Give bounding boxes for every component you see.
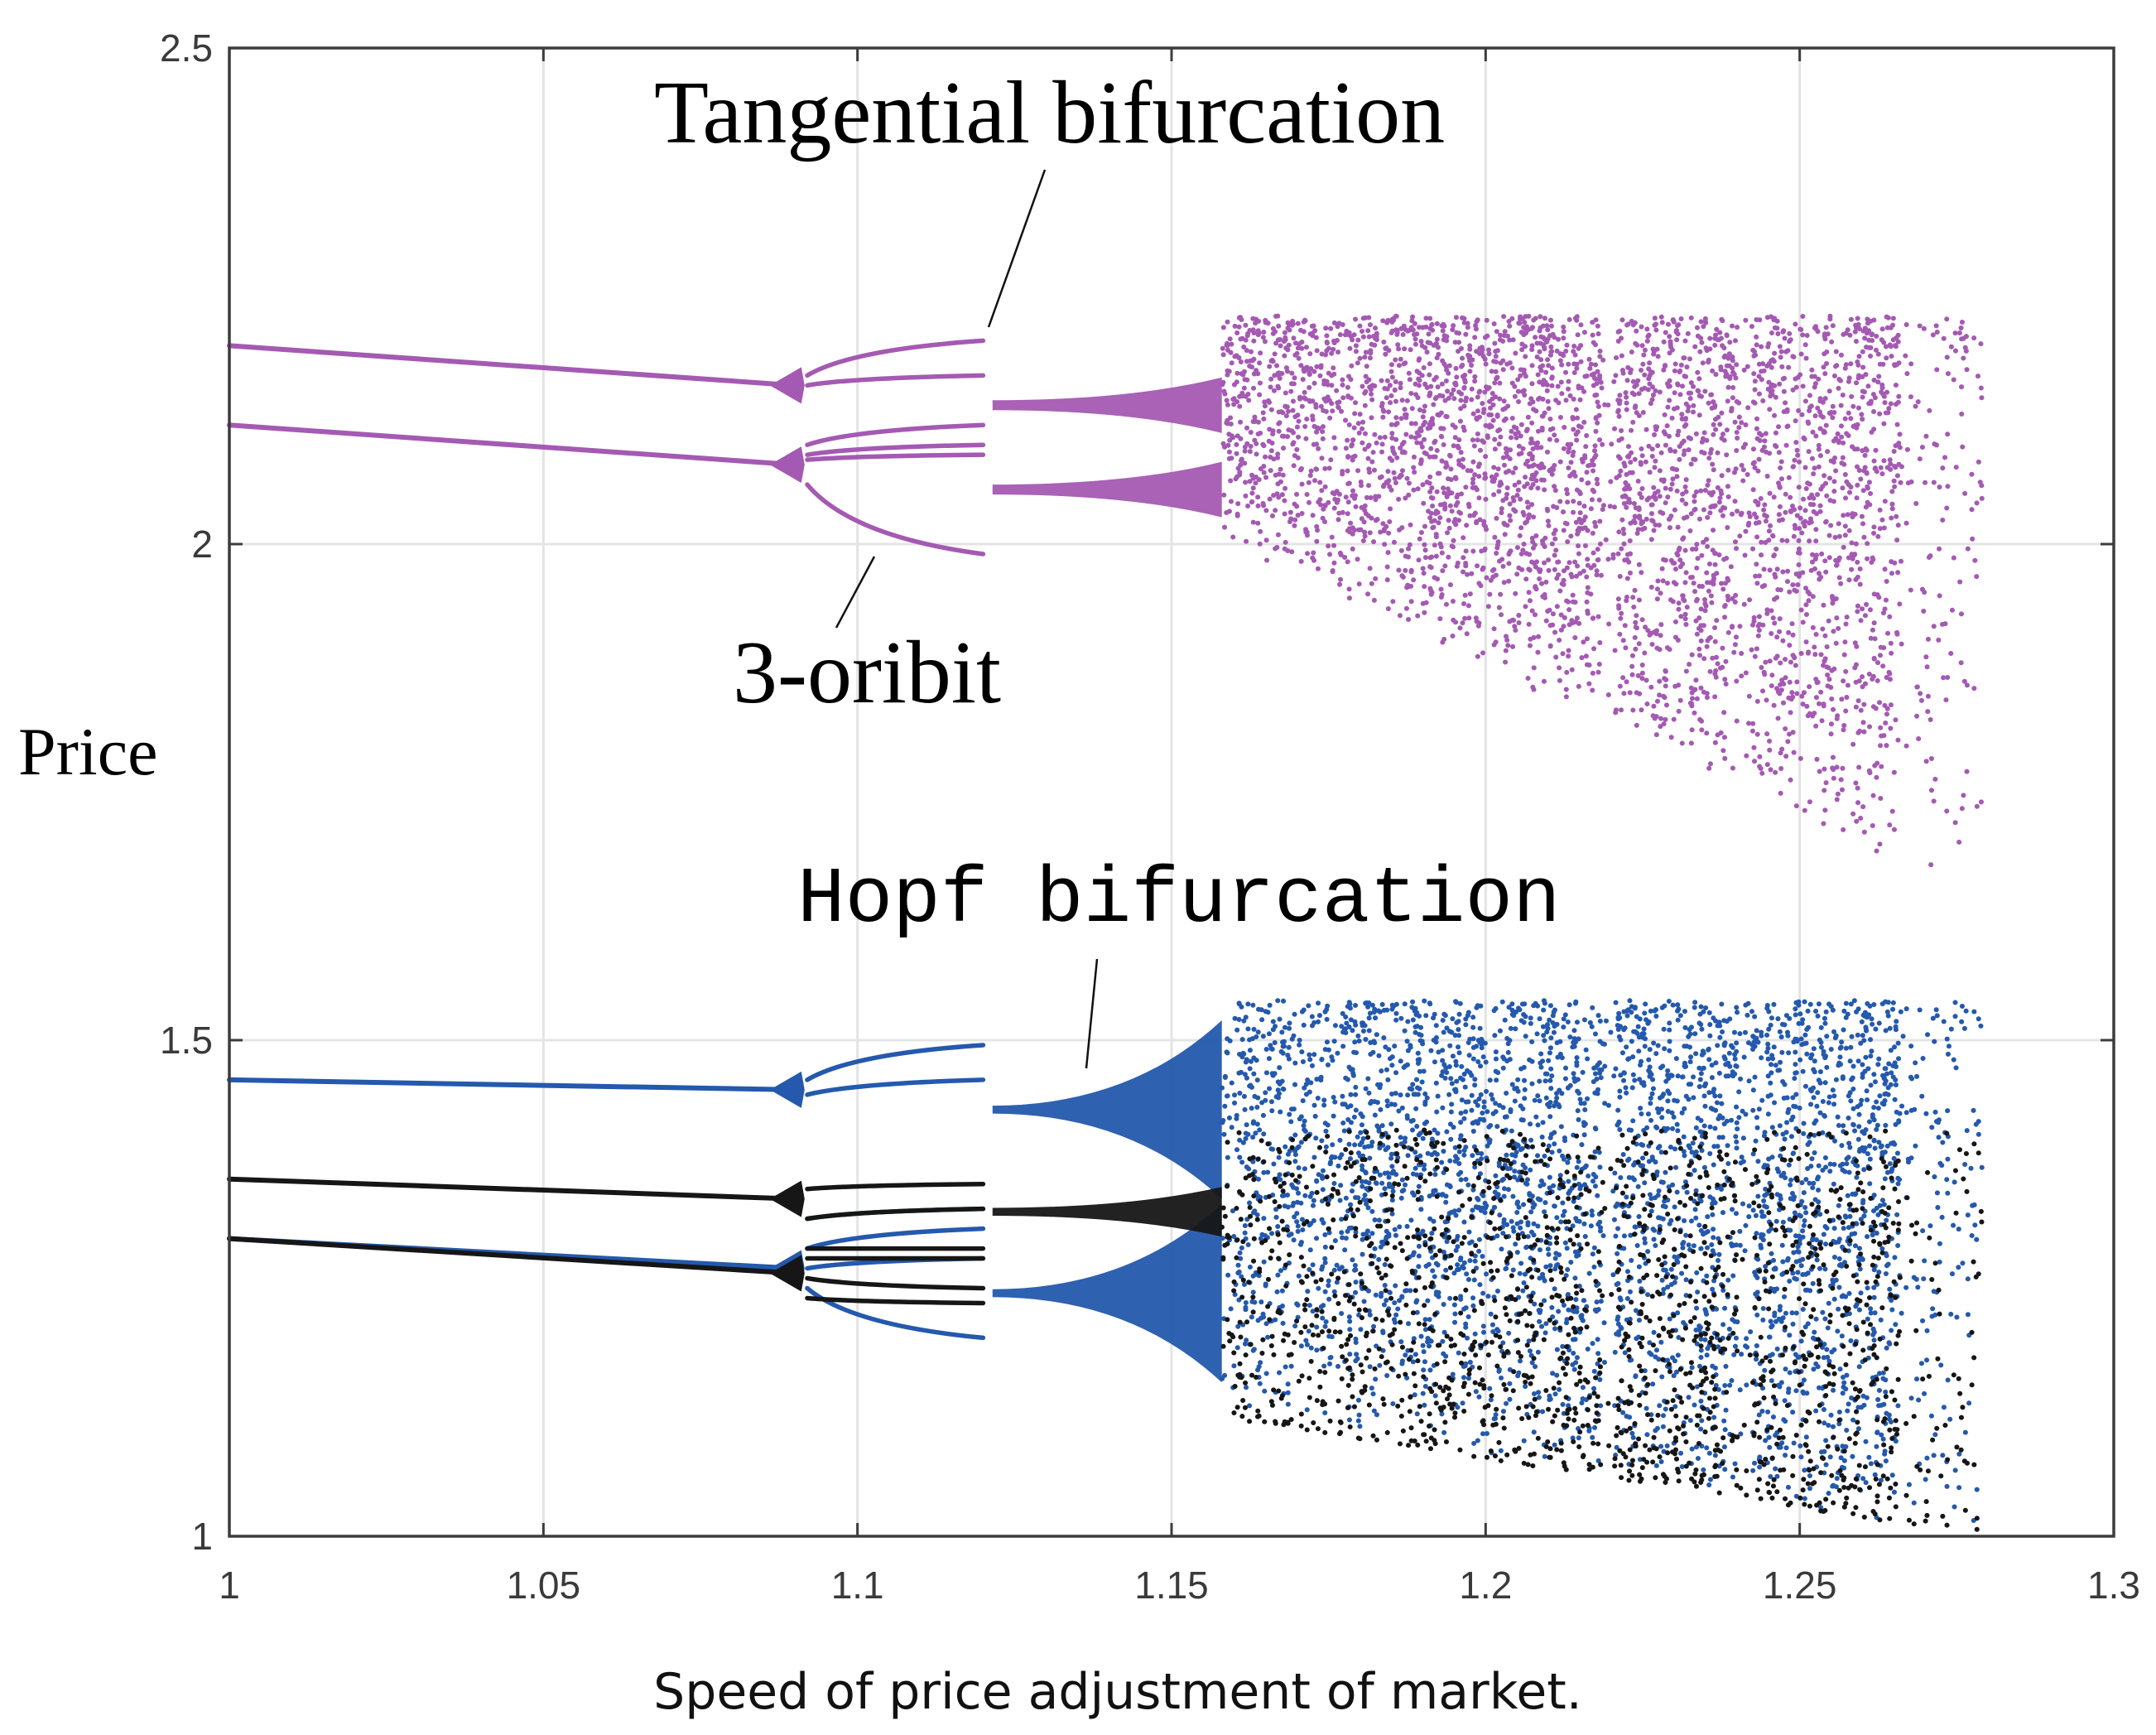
series-black-three-orbit-branch	[805, 1181, 986, 1192]
series-blue-three-orbit-branch	[805, 1077, 986, 1097]
x-tick-label: 1.2	[1459, 1564, 1512, 1607]
series-black-stable-branch	[227, 1236, 797, 1276]
series-black-hopf-cycle-band	[992, 1187, 1222, 1237]
series-purple-branch-flare	[769, 367, 805, 404]
data-layer	[227, 313, 1985, 1532]
series-black-three-orbit-branch	[805, 1275, 986, 1291]
y-tick-label: 2	[191, 523, 213, 566]
series-blue-branch-flare	[769, 1071, 805, 1108]
y-tick-label: 1	[191, 1515, 213, 1558]
series-purple-three-orbit-branch	[805, 482, 986, 557]
series-blue-chaos-points	[1219, 998, 1985, 1523]
series-blue-three-orbit-branch	[805, 1043, 986, 1082]
annotation-leader-hopf	[1085, 958, 1099, 1069]
series-purple-stable-branch	[227, 422, 797, 468]
y-tick-label: 1.5	[160, 1019, 213, 1062]
tick-labels: 1 1.05 1.1 1.15 1.2 1.25 1.3 1 1.5 2 2.5	[160, 27, 2140, 1607]
x-axis-title: Speed of price adjustment of market.	[653, 1663, 1582, 1721]
annotation-3-orbit: 3-oribit	[733, 624, 1001, 722]
series-purple-stable-branch	[227, 343, 797, 388]
series-purple-three-orbit-branch	[805, 422, 986, 447]
annotation-leader-tangential	[987, 169, 1047, 328]
series-blue-hopf-cycle-band	[992, 1020, 1222, 1199]
series-blue-stable-branch	[227, 1077, 797, 1092]
series-black-branch-flare	[769, 1180, 805, 1217]
series-blue-hopf-cycle-band	[992, 1203, 1222, 1383]
series-black-branch-flare	[769, 1255, 805, 1292]
series-black-stable-branch	[227, 1176, 797, 1202]
series-black	[227, 1127, 1985, 1532]
series-purple-three-orbit-branch	[805, 442, 986, 457]
series-purple-hopf-cycle-band	[992, 377, 1222, 433]
y-axis-title: Price	[18, 714, 157, 789]
series-purple-hopf-cycle-band	[992, 461, 1222, 518]
x-tick-label: 1.05	[507, 1564, 581, 1607]
series-black-three-orbit-branch	[805, 1295, 986, 1306]
series-purple-chaos-points	[1220, 313, 1985, 868]
series-purple-branch-flare	[769, 446, 805, 484]
axes-frame	[228, 46, 2115, 1538]
series-purple-three-orbit-branch	[805, 373, 986, 388]
annotation-leader-3-orbit	[835, 556, 876, 629]
x-tick-label: 1.15	[1134, 1564, 1209, 1607]
y-tick-label: 2.5	[160, 27, 213, 70]
x-tick-label: 1.3	[2087, 1564, 2140, 1607]
x-tick-label: 1.25	[1763, 1564, 1837, 1607]
series-purple-three-orbit-branch	[805, 452, 986, 462]
series-purple-three-orbit-branch	[805, 338, 986, 378]
plot-frame	[228, 46, 2115, 1538]
annotation-hopf-bifurcation: Hopf bifurcation	[797, 855, 1561, 945]
x-tick-label: 1.1	[831, 1564, 884, 1607]
series-black-three-orbit-branch	[805, 1206, 986, 1222]
annotation-tangential-bifurcation: Tangential bifurcation	[654, 64, 1445, 162]
series-blue-three-orbit-branch	[805, 1226, 986, 1251]
series-black-chaos-points	[1219, 1127, 1985, 1532]
series-purple	[227, 313, 1985, 868]
x-tick-label: 1	[219, 1564, 240, 1607]
